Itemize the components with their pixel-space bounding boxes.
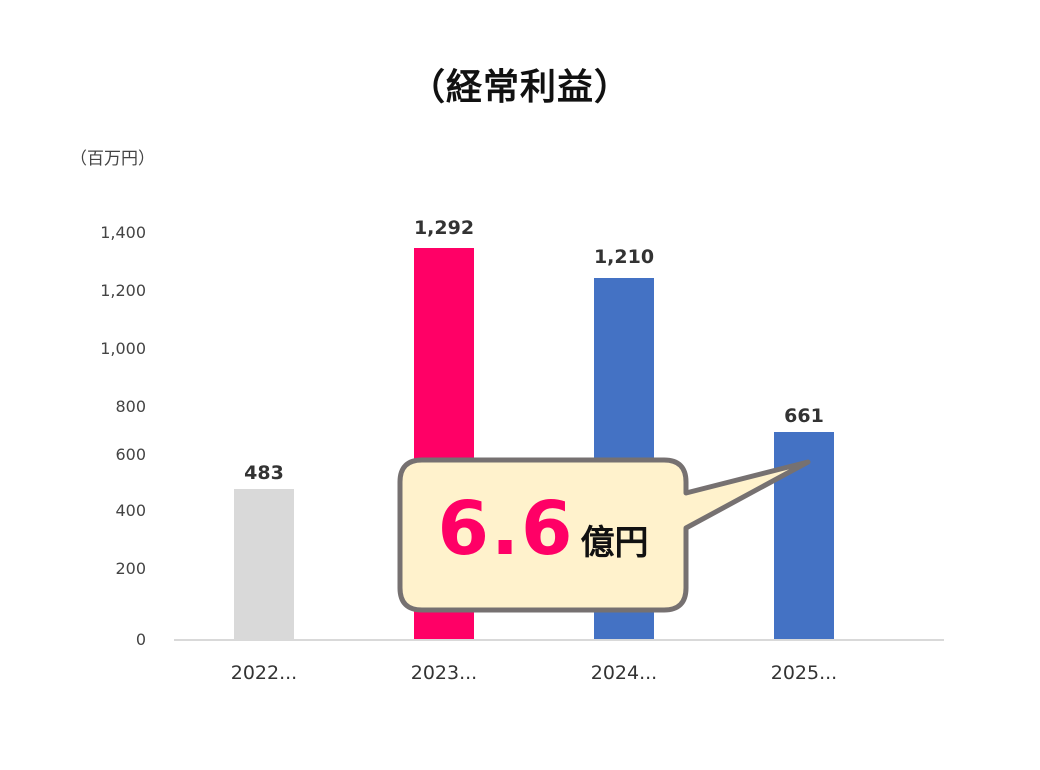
x-tick: 2025... xyxy=(770,662,838,684)
y-tick: 0 xyxy=(135,630,146,649)
y-axis-unit-label: （百万円） xyxy=(70,149,155,169)
bar-2025 xyxy=(774,432,834,640)
callout-unit: 億円 xyxy=(580,523,649,563)
y-tick: 1,400 xyxy=(100,223,146,242)
callout-value: 6.6 xyxy=(437,486,575,572)
y-tick: 600 xyxy=(115,445,146,464)
value-label: 483 xyxy=(244,462,284,484)
x-axis-line xyxy=(174,639,944,641)
y-tick: 1,000 xyxy=(100,339,146,358)
x-tick: 2023... xyxy=(410,662,478,684)
bar-2024 xyxy=(594,278,654,640)
value-label: 1,292 xyxy=(413,217,475,239)
bar-2022 xyxy=(234,489,294,640)
y-tick: 200 xyxy=(115,559,146,578)
chart-title: （経常利益） xyxy=(408,67,631,108)
x-tick: 2024... xyxy=(590,662,658,684)
value-label: 1,210 xyxy=(593,246,655,268)
x-tick: 2022... xyxy=(230,662,298,684)
bar-2023 xyxy=(414,248,474,640)
y-tick: 1,200 xyxy=(100,281,146,300)
y-tick: 400 xyxy=(115,501,146,520)
value-label: 661 xyxy=(784,405,824,427)
callout-text: 6.6 億円 xyxy=(400,486,686,572)
y-tick: 800 xyxy=(115,397,146,416)
